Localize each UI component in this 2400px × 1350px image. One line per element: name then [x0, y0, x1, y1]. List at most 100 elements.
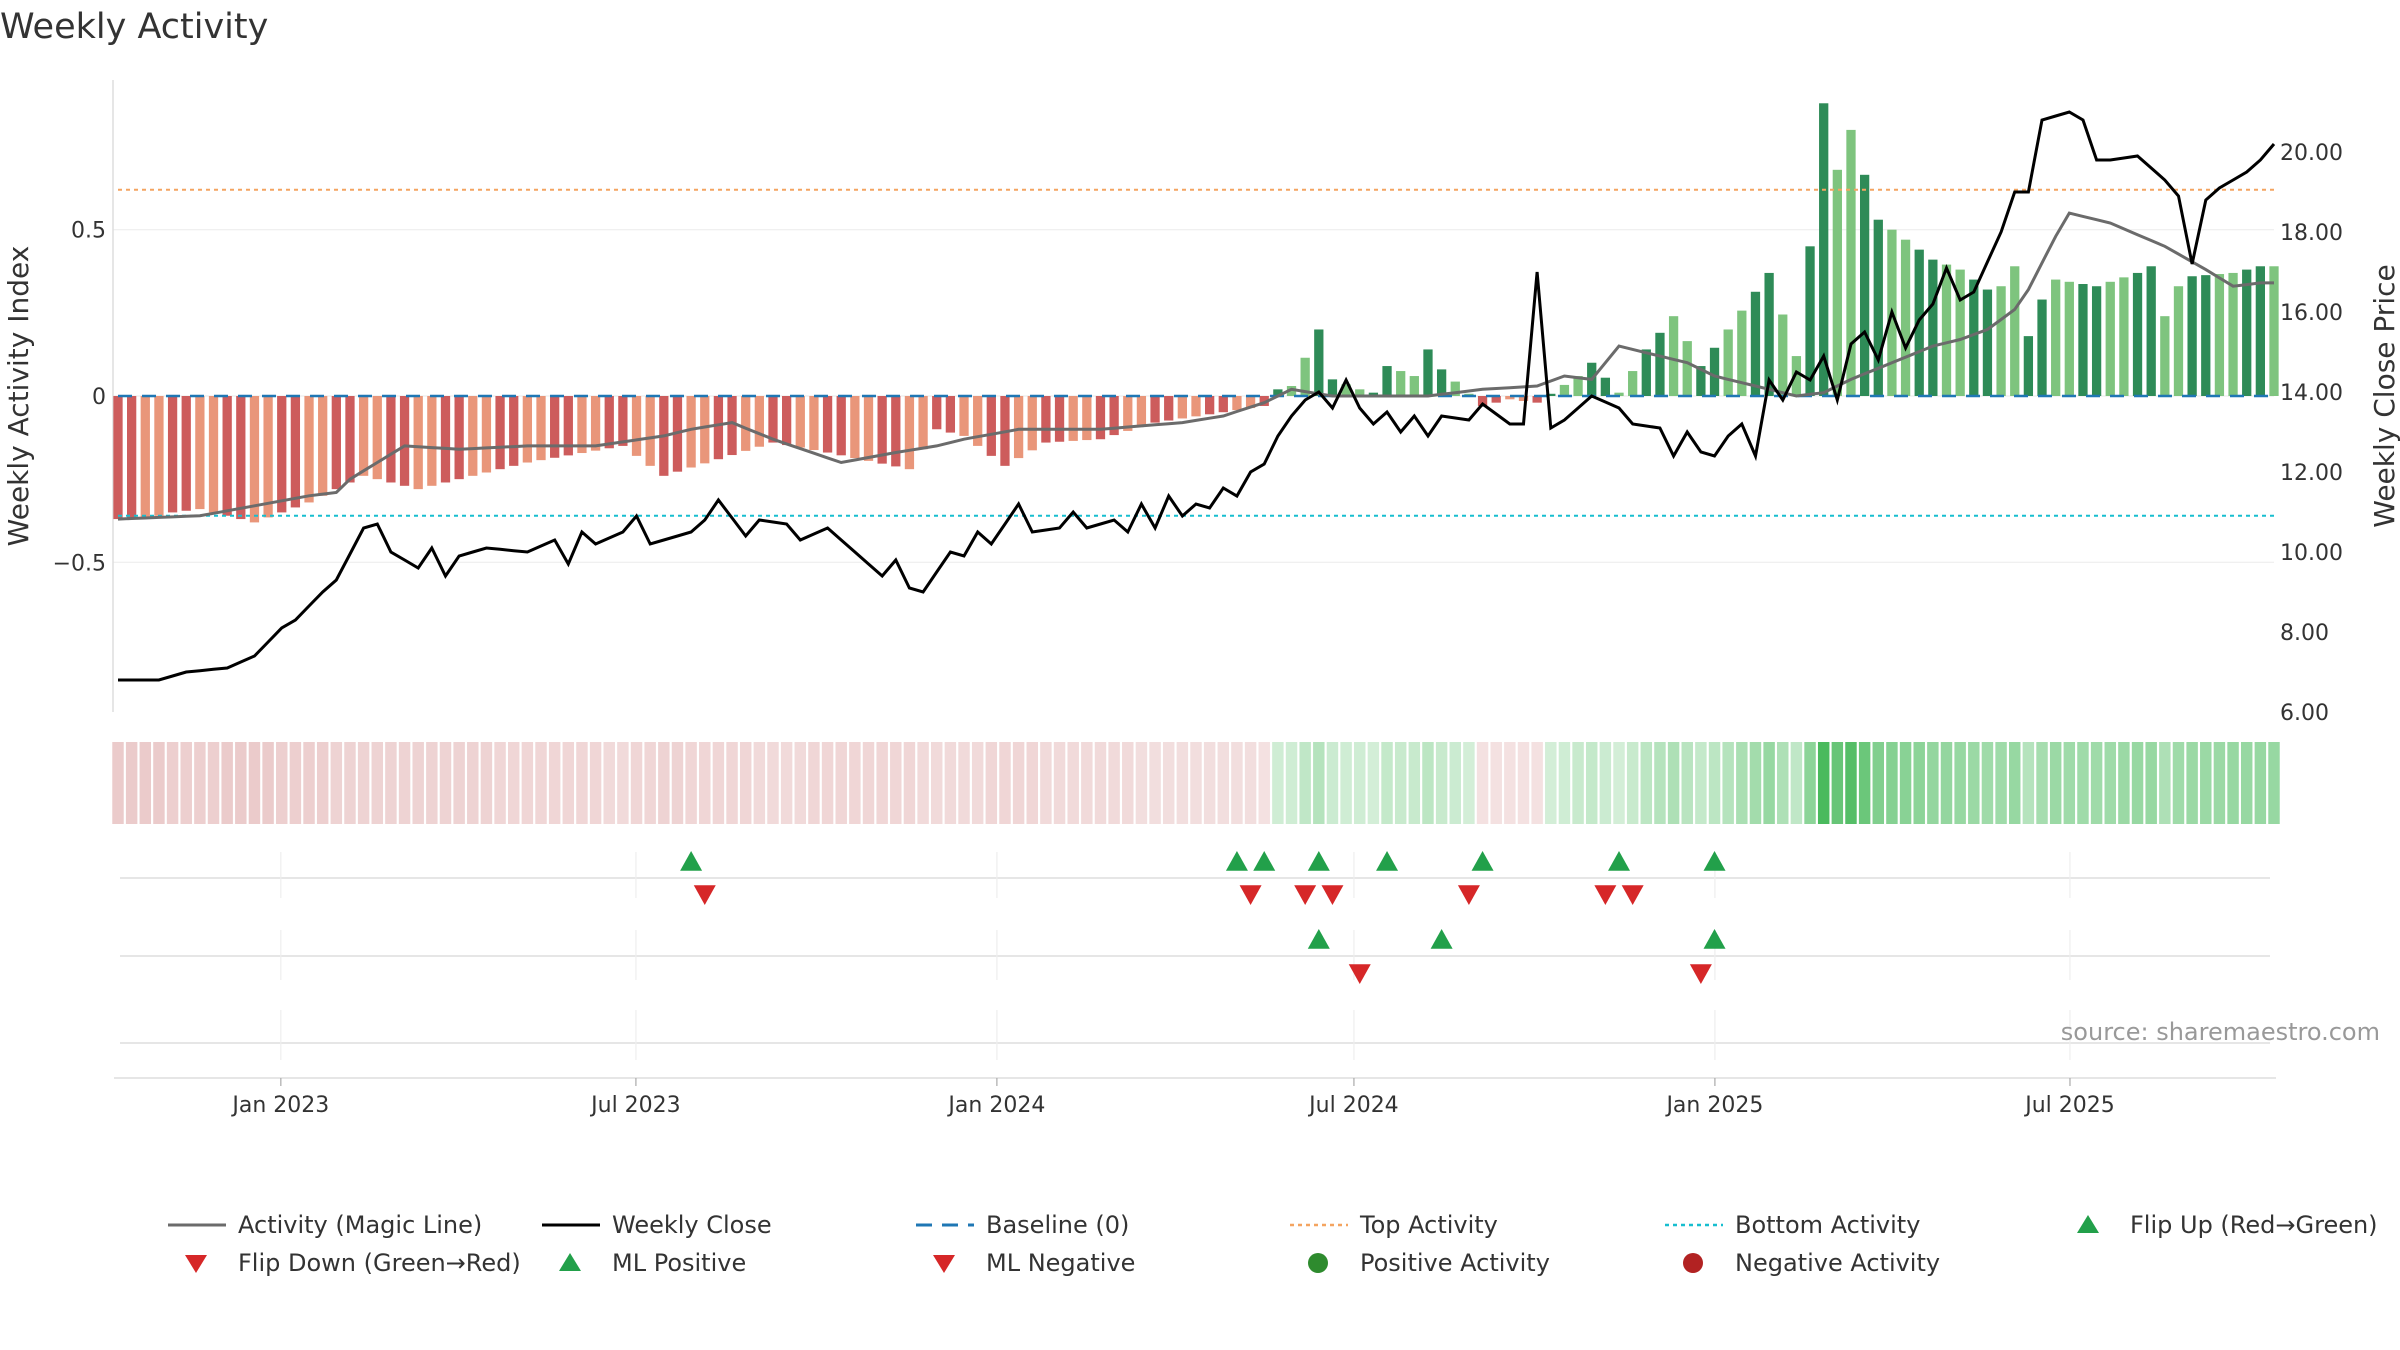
activity-bar	[1982, 289, 1993, 396]
activity-bars	[113, 103, 2279, 523]
heat-cell	[2159, 742, 2171, 824]
activity-bar	[986, 396, 996, 456]
heat-cell	[262, 742, 274, 824]
heat-cell	[1667, 742, 1680, 824]
heat-cell	[780, 742, 793, 824]
heat-cell	[958, 742, 970, 824]
heat-cell	[1340, 742, 1352, 824]
heat-cell	[1640, 742, 1653, 824]
heat-cell	[1817, 742, 1830, 824]
x-tick-label: Jan 2024	[946, 1093, 1045, 1118]
activity-bar	[304, 396, 314, 503]
ml-negative-marker	[1348, 964, 1371, 984]
activity-bar	[2037, 299, 2047, 396]
activity-bar	[195, 396, 205, 510]
activity-bar	[1341, 384, 1351, 396]
heat-cell	[1858, 742, 1871, 824]
heat-cell	[794, 742, 807, 824]
heat-cell	[1613, 742, 1625, 824]
right-tick-label: 8.00	[2280, 621, 2329, 646]
activity-bar	[2255, 266, 2265, 396]
activity-bar	[1805, 246, 1815, 396]
flip-up-marker	[1307, 851, 1330, 871]
activity-bar	[1750, 291, 1761, 396]
flip-up-marker	[1225, 851, 1248, 871]
heat-cell	[739, 742, 752, 824]
flip-up-marker	[1376, 851, 1399, 871]
heat-cell	[2200, 742, 2212, 824]
activity-bar	[290, 396, 301, 508]
heat-cell	[2090, 742, 2103, 824]
heat-cell	[931, 742, 943, 824]
activity-bar	[1709, 347, 1720, 396]
flip-markers-panel	[114, 851, 2276, 1079]
heat-cell	[1231, 742, 1243, 824]
heat-cell	[1135, 742, 1148, 824]
heat-cell	[589, 742, 602, 824]
activity-bar	[1191, 396, 1201, 417]
heat-cell	[125, 742, 138, 824]
right-axis-ticks: 20.00 18.00 16.00 14.00 12.00 10.00 8.00 6.00	[2280, 141, 2343, 726]
activity-bar	[1259, 396, 1269, 406]
heat-cell	[166, 742, 179, 824]
chart-legend: Activity (Magic Line) Weekly Close Baselin…	[168, 1211, 2378, 1277]
legend-label: Flip Up (Red→Green)	[2130, 1211, 2378, 1239]
legend-swatch	[1308, 1253, 1328, 1273]
activity-bar	[1873, 219, 1883, 396]
activity-bar	[1491, 396, 1501, 403]
heat-cell	[330, 742, 343, 824]
activity-bar	[1532, 396, 1542, 403]
heat-cell	[699, 742, 711, 824]
activity-bar	[1286, 386, 1297, 396]
activity-bar	[1955, 269, 1965, 396]
heat-cell	[1122, 742, 1134, 824]
activity-bar	[850, 396, 860, 459]
heat-cell	[658, 742, 670, 824]
heat-cell	[985, 742, 998, 824]
activity-bar	[768, 396, 778, 443]
heat-cell	[903, 742, 916, 824]
activity-bar	[809, 396, 819, 451]
heat-cell	[1722, 742, 1734, 824]
activity-bar	[1327, 379, 1338, 396]
heat-cell	[971, 742, 984, 824]
heat-cell	[1272, 742, 1284, 824]
activity-bar	[2201, 275, 2211, 396]
heat-cell	[1531, 742, 1543, 824]
activity-bar	[263, 396, 273, 518]
activity-bar	[468, 396, 478, 476]
activity-bar	[454, 396, 464, 480]
heat-cell	[1476, 742, 1489, 824]
x-axis-ticks: Jan 2023 Jul 2023 Jan 2024 Jul 2024 Jan 2025…	[230, 1078, 2115, 1118]
activity-bar	[686, 396, 696, 468]
activity-bar	[741, 396, 751, 451]
flip-up-marker	[1253, 851, 1276, 871]
heat-cell	[876, 742, 888, 824]
flip-down-marker	[693, 885, 716, 905]
heat-cell	[726, 742, 738, 824]
heat-cell	[1108, 742, 1120, 824]
heat-cell	[139, 742, 152, 824]
activity-bar	[2132, 272, 2143, 396]
activity-bar	[1996, 286, 2006, 396]
activity-bar	[140, 396, 150, 517]
heat-cell	[2145, 742, 2157, 824]
activity-bar	[1273, 389, 1283, 396]
legend-item: Flip Up (Red→Green)	[2077, 1211, 2378, 1239]
heat-cell	[1394, 742, 1407, 824]
heat-cell	[2049, 742, 2062, 824]
activity-bar	[372, 396, 382, 480]
heat-cell	[1981, 742, 1994, 824]
heat-cell	[1845, 742, 1857, 824]
legend-item: Positive Activity	[1308, 1249, 1550, 1277]
heat-cell	[2213, 742, 2226, 824]
heat-cell	[1654, 742, 1666, 824]
heat-cell	[2131, 742, 2144, 824]
ml-positive-marker	[1430, 929, 1453, 949]
activity-bar	[522, 396, 533, 463]
activity-bar	[1941, 264, 1952, 396]
activity-bar	[2187, 276, 2197, 396]
heat-cell	[617, 742, 629, 824]
heat-cell	[753, 742, 766, 824]
heat-cell	[548, 742, 561, 824]
